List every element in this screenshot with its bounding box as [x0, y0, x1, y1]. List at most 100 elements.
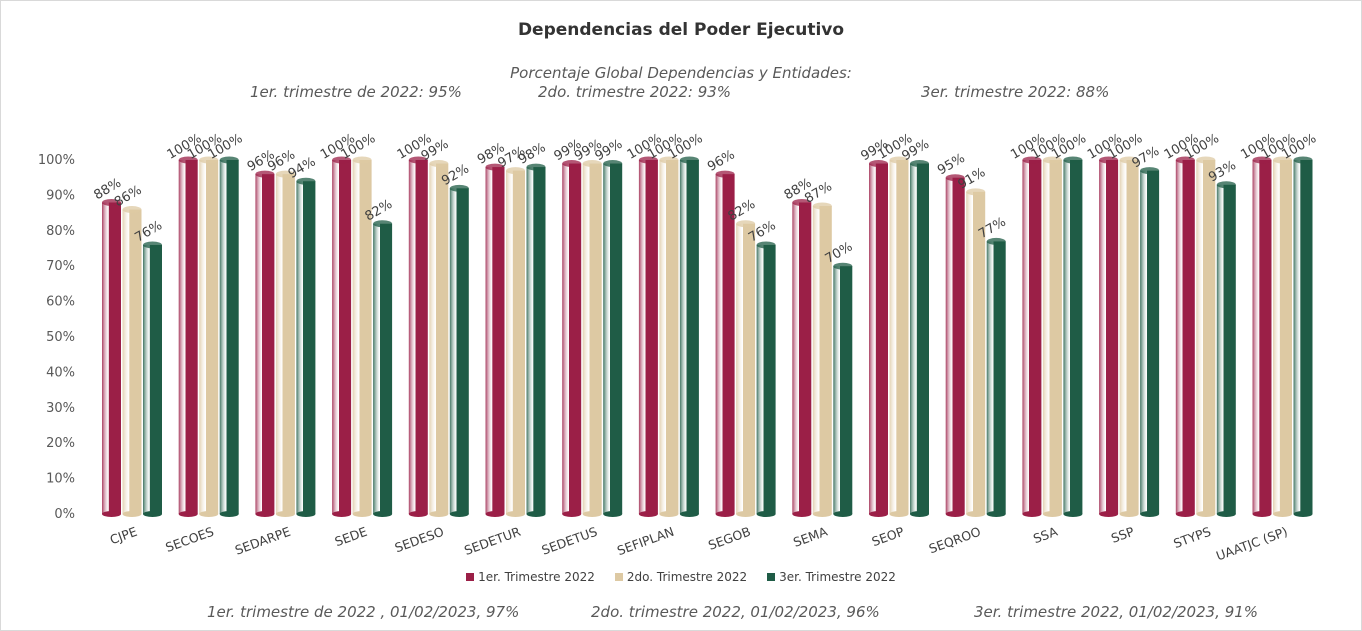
bar-cap	[1140, 167, 1160, 175]
bar-cap	[1022, 156, 1042, 164]
bar-cap	[199, 156, 219, 164]
data-label: 96%	[705, 147, 738, 174]
bar-sedetur-s2	[506, 170, 525, 514]
bar-base	[199, 511, 219, 517]
bar-cap	[1252, 156, 1272, 164]
data-label: 95%	[935, 151, 968, 178]
bar-sedarpe-s2	[275, 174, 295, 514]
bar-segob-s3	[756, 244, 776, 514]
bar-cap	[715, 170, 735, 178]
bar-cap	[526, 163, 546, 171]
y-tick-label: 10%	[46, 472, 75, 487]
bar-base	[1216, 511, 1236, 517]
bar-cap	[1273, 156, 1292, 164]
y-tick-label: 0%	[54, 507, 75, 522]
bar-cap	[449, 184, 469, 192]
bar-cap	[102, 198, 121, 206]
chart-legend: 1er. Trimestre 2022 2do. Trimestre 2022 …	[0, 570, 1362, 584]
bar-cap	[332, 156, 352, 164]
y-tick-label: 40%	[46, 365, 75, 380]
bar-cap	[582, 160, 602, 168]
legend-label-q2: 2do. Trimestre 2022	[626, 570, 748, 584]
bar-ssa-s1	[1022, 160, 1042, 514]
y-tick-label: 80%	[46, 224, 75, 239]
bar-cap	[638, 156, 658, 164]
bar-cap	[1175, 156, 1195, 164]
category-label: SSA	[1031, 524, 1060, 547]
bar-cap	[122, 206, 142, 214]
bar-base	[1042, 511, 1062, 517]
bar-cap	[1119, 156, 1139, 164]
legend-item-q1: 1er. Trimestre 2022	[466, 570, 595, 584]
bar-sema-s3	[833, 266, 853, 514]
bar-cap	[966, 188, 986, 196]
bar-cap	[143, 241, 162, 249]
bar-base	[582, 511, 602, 517]
bar-cap	[812, 202, 832, 210]
bar-seqroo-s2	[966, 191, 986, 515]
bar-base	[1252, 511, 1272, 517]
category-label: SEDE	[333, 524, 370, 550]
bar-segob-s2	[736, 223, 756, 514]
bar-cap	[889, 156, 909, 164]
bar-base	[408, 511, 428, 517]
bar-base	[1119, 511, 1139, 517]
bar-sefiplan-s3	[679, 160, 699, 514]
bar-cjpe-s1	[102, 202, 121, 515]
category-label: SEOP	[870, 524, 907, 550]
bar-cjpe-s2	[122, 209, 142, 514]
bar-secoes-s1	[178, 160, 198, 514]
bar-base	[429, 511, 449, 517]
bar-cap	[986, 237, 1006, 245]
bar-sedetur-s1	[485, 167, 505, 514]
bar-sema-s1	[792, 202, 812, 515]
bar-uaatjc-sp--s1	[1252, 160, 1272, 514]
legend-label-q3: 3er. Trimestre 2022	[779, 570, 896, 584]
bar-base	[792, 511, 812, 517]
bar-cap	[275, 170, 295, 178]
chart-subtitle: Porcentaje Global Dependencias y Entidad…	[510, 64, 852, 82]
bar-sede-s3	[373, 223, 393, 514]
bar-base	[102, 511, 121, 517]
bar-base	[833, 511, 853, 517]
bar-cap	[945, 174, 965, 182]
bar-cap	[1196, 156, 1216, 164]
bar-seop-s1	[869, 163, 888, 515]
bar-cap	[1099, 156, 1119, 164]
bar-styps-s2	[1196, 160, 1216, 514]
bar-cap	[792, 198, 812, 206]
bar-cap	[178, 156, 198, 164]
header-note-q1: 1er. trimestre de 2022: 95%	[250, 83, 462, 101]
bar-cap	[1216, 181, 1236, 189]
bar-base	[603, 511, 623, 517]
bar-cap	[562, 160, 582, 168]
bar-cap	[485, 163, 505, 171]
bar-cap	[833, 262, 853, 270]
category-label: STYPS	[1171, 524, 1213, 551]
bar-segob-s1	[715, 174, 735, 514]
footer-note-q1: 1er. trimestre de 2022 , 01/02/2023, 97%	[207, 603, 520, 621]
category-label: SEQROO	[927, 524, 983, 557]
bar-cap	[869, 160, 888, 168]
bar-base	[1022, 511, 1042, 517]
legend-item-q3: 3er. Trimestre 2022	[767, 570, 896, 584]
bar-sedetus-s1	[562, 163, 582, 515]
bar-ssa-s3	[1063, 160, 1083, 514]
bar-base	[296, 511, 316, 517]
bar-base	[178, 511, 198, 517]
bar-sefiplan-s2	[659, 160, 679, 514]
y-tick-label: 90%	[46, 188, 75, 203]
data-label: 98%	[516, 140, 549, 167]
bar-base	[1196, 511, 1216, 517]
footer-note-q3: 3er. trimestre 2022, 01/02/2023, 91%	[974, 603, 1259, 621]
legend-item-q2: 2do. Trimestre 2022	[614, 570, 748, 584]
bar-sedarpe-s3	[296, 181, 316, 515]
category-label: SEDARPE	[233, 524, 293, 558]
legend-swatch-q3	[767, 573, 776, 581]
bar-sedetus-s3	[603, 163, 623, 515]
bar-base	[715, 511, 735, 517]
bar-base	[449, 511, 469, 517]
bar-secoes-s3	[219, 160, 239, 514]
bar-cap	[296, 177, 316, 185]
category-label: SSP	[1109, 524, 1137, 546]
